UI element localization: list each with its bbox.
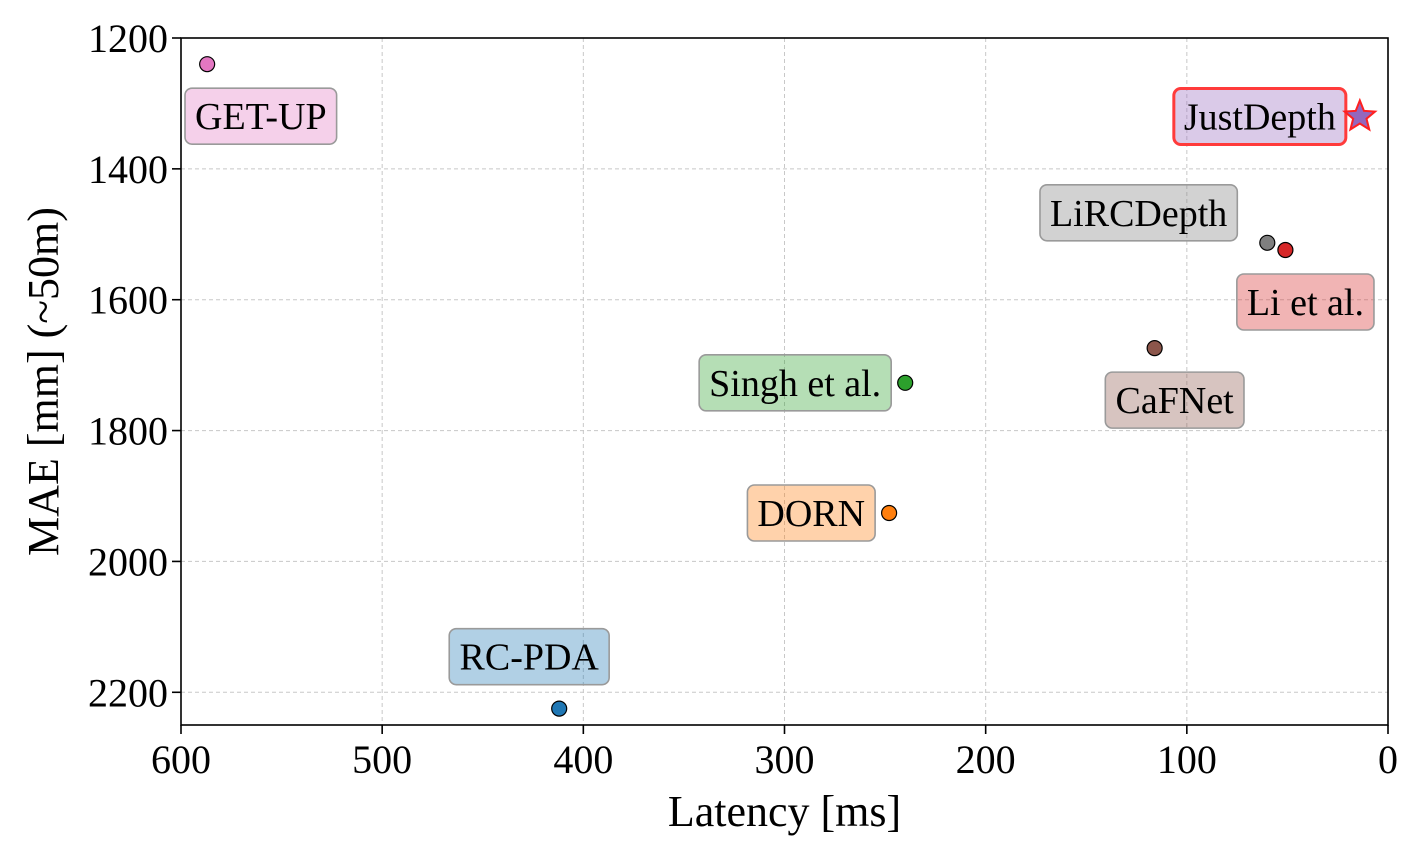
- x-tick-label: 600: [151, 737, 211, 782]
- x-tick-label: 500: [352, 737, 412, 782]
- x-tick-label: 0: [1378, 737, 1398, 782]
- y-tick-label: 2000: [88, 539, 168, 584]
- circle-marker: [897, 374, 914, 391]
- annotation-label: RC-PDA: [460, 637, 600, 679]
- data-point-group: LiRCDepth: [1039, 183, 1276, 251]
- point-annotation: JustDepth: [1172, 87, 1348, 147]
- annotation-box: [1236, 273, 1375, 331]
- star-marker: [1342, 97, 1378, 132]
- annotation-label: LiRCDepth: [1050, 193, 1227, 235]
- x-tick-label: 200: [956, 737, 1016, 782]
- y-tick-label: 1200: [88, 16, 168, 61]
- circle-marker: [1277, 241, 1294, 259]
- point-annotation: LiRCDepth: [1039, 183, 1239, 242]
- point-annotation: GET-UP: [184, 87, 338, 145]
- plot-frame: [180, 37, 1389, 726]
- circle-marker: [551, 700, 568, 717]
- annotation-label: DORN: [757, 493, 865, 535]
- y-axis-label: MAE [mm] (~50m): [19, 207, 68, 556]
- annotation-box: [1039, 183, 1239, 242]
- point-annotation: Li et al.: [1236, 273, 1375, 331]
- data-point-group: Singh et al.: [698, 354, 914, 412]
- x-axis-label: Latency [ms]: [668, 787, 901, 836]
- circle-marker: [881, 504, 898, 522]
- data-point-group: RC-PDA: [448, 627, 610, 717]
- annotation-box: [448, 627, 610, 686]
- data-point-group: JustDepth: [1172, 87, 1378, 147]
- annotation-label: Singh et al.: [709, 363, 881, 405]
- y-tick-label: 1800: [88, 409, 168, 454]
- x-tick-label: 400: [553, 737, 613, 782]
- y-tick-label: 2200: [88, 670, 168, 715]
- annotation-label: CaFNet: [1116, 380, 1235, 422]
- data-point-group: Li et al.: [1236, 241, 1375, 331]
- grid-lines: [181, 38, 1388, 725]
- point-annotation: Singh et al.: [698, 354, 893, 412]
- annotation-label: JustDepth: [1184, 97, 1336, 139]
- data-point-group: GET-UP: [184, 56, 338, 145]
- annotation-box: [184, 87, 338, 145]
- annotation-box: [1104, 371, 1245, 429]
- circle-marker: [1146, 340, 1163, 357]
- point-annotation: CaFNet: [1104, 371, 1245, 429]
- x-tick-label: 300: [755, 737, 815, 782]
- point-annotation: RC-PDA: [448, 627, 610, 686]
- y-tick-label: 1400: [88, 147, 168, 192]
- annotation-label: Li et al.: [1247, 282, 1364, 324]
- y-tick-label: 1600: [88, 278, 168, 323]
- annotation-label: GET-UP: [195, 96, 327, 138]
- data-point-group: DORN: [746, 484, 898, 542]
- axis-ticks: 600 500 400 300 200 100 0120014001600180020002…: [88, 16, 1398, 782]
- data-point-group: CaFNet: [1104, 340, 1245, 429]
- data-points: GET-UP JustDepth LiRCDepth Li et al. CaFNet S…: [184, 56, 1378, 717]
- circle-marker: [1259, 234, 1276, 251]
- annotation-box: [1172, 87, 1348, 147]
- annotation-box: [746, 484, 876, 542]
- point-annotation: DORN: [746, 484, 876, 542]
- annotation-box: [698, 354, 893, 412]
- circle-marker: [199, 56, 216, 73]
- x-tick-label: 100: [1157, 737, 1217, 782]
